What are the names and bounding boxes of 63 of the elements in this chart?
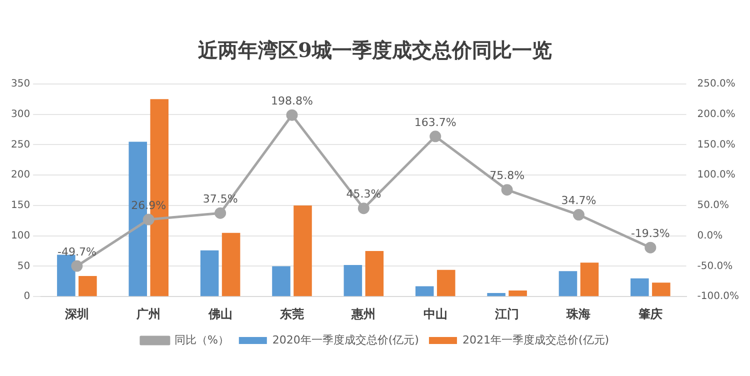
bar xyxy=(57,254,76,296)
bar xyxy=(344,265,362,296)
point xyxy=(286,109,298,121)
y-tick-label: 350 xyxy=(10,78,30,90)
y-tick-label: 150 xyxy=(10,200,30,212)
x-tick-label: 东莞 xyxy=(278,306,304,321)
point xyxy=(644,242,656,254)
bar xyxy=(652,282,670,296)
y2-tick-label: -50.0% xyxy=(697,260,733,272)
bar xyxy=(508,290,527,296)
point xyxy=(572,209,584,221)
x-tick-label: 惠州 xyxy=(350,306,376,321)
legend-label: 2021年一季度成交总价(亿元) xyxy=(462,333,610,346)
x-tick-label: 江门 xyxy=(494,306,520,321)
point xyxy=(71,260,83,272)
data-label: 26.9% xyxy=(131,198,166,212)
x-tick-label: 珠海 xyxy=(566,306,591,321)
legend-label: 同比（%） xyxy=(174,333,229,346)
bar xyxy=(630,278,649,296)
x-tick-label: 佛山 xyxy=(207,306,232,321)
data-label: 198.8% xyxy=(271,94,313,108)
x-tick-label: 深圳 xyxy=(64,306,89,321)
y2-tick-label: 100.0% xyxy=(697,170,736,181)
y-tick-label: 0 xyxy=(24,291,30,302)
x-tick-label: 广州 xyxy=(136,306,161,321)
bar xyxy=(200,250,219,296)
bar xyxy=(365,251,384,296)
data-label: 37.5% xyxy=(202,192,238,206)
y2-tick-label: 200.0% xyxy=(697,108,736,120)
data-label: -49.7% xyxy=(57,245,96,258)
bar xyxy=(558,271,578,296)
point xyxy=(430,130,442,142)
bar xyxy=(222,232,240,296)
x-tick-label: 肇庆 xyxy=(637,306,662,321)
point xyxy=(142,214,154,226)
y2-tick-label: 150.0% xyxy=(697,139,736,150)
y2-tick-label: 250.0% xyxy=(697,78,736,90)
bar xyxy=(580,262,599,296)
data-label: -19.3% xyxy=(630,226,670,240)
y2-tick-label: 50.0% xyxy=(697,200,730,212)
bar xyxy=(415,286,434,296)
x-tick-label: 中山 xyxy=(423,306,448,321)
y2-tick-label: -100.0% xyxy=(697,291,740,302)
legend-label: 2020年一季度成交总价(亿元) xyxy=(272,333,419,346)
y-tick-label: 250 xyxy=(10,139,30,150)
y2-tick-label: 0.0% xyxy=(697,230,723,242)
point xyxy=(358,202,370,214)
chart-title: 近两年湾区9城一季度成交总价同比一览 xyxy=(197,38,552,62)
bar xyxy=(272,266,290,296)
data-label: 34.7% xyxy=(561,194,596,208)
point xyxy=(501,184,513,196)
bar xyxy=(487,292,506,296)
bar xyxy=(294,205,312,296)
y-tick-label: 50 xyxy=(17,260,30,272)
point xyxy=(214,207,226,219)
y-tick-label: 200 xyxy=(10,170,30,181)
y-tick-label: 100 xyxy=(10,230,30,242)
bar xyxy=(78,276,97,296)
y-tick-label: 300 xyxy=(10,108,30,120)
data-label: 45.3% xyxy=(346,188,382,201)
data-label: 163.7% xyxy=(414,116,456,129)
data-label: 75.8% xyxy=(490,169,525,182)
bar xyxy=(436,270,456,296)
